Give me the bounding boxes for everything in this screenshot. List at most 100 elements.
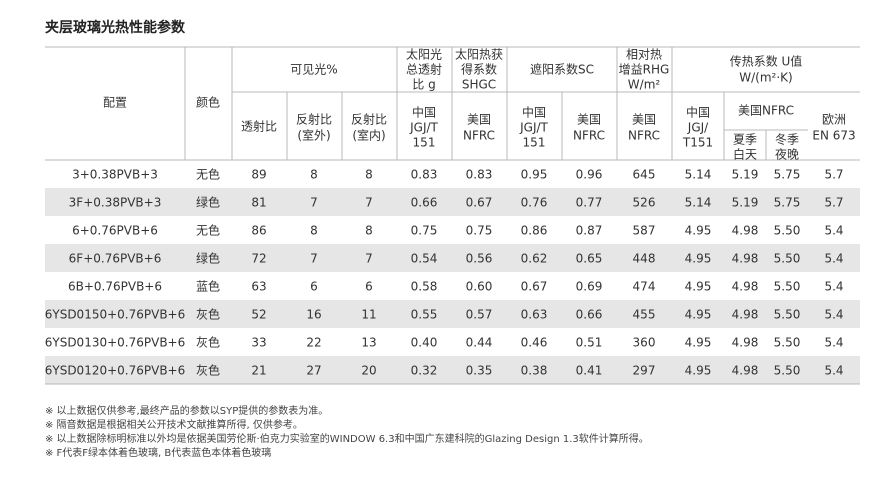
table-cell: 0.75 — [466, 224, 493, 238]
header-label: 反射比 — [296, 112, 332, 127]
table-cell: 0.60 — [466, 280, 493, 294]
table-cell: 4.98 — [732, 224, 759, 238]
table-cell: 0.83 — [466, 168, 493, 182]
table-cell: 4.98 — [732, 364, 759, 378]
table-cell: 455 — [633, 308, 656, 322]
table-cell: 5.4 — [824, 308, 843, 322]
table-cell: 0.56 — [466, 252, 493, 266]
table-cell: 6YSD0120+0.76PVB+6 — [45, 364, 186, 378]
table-cell: 4.98 — [732, 336, 759, 350]
table-cell: 474 — [633, 280, 656, 294]
header-label: 太阳热获 — [455, 47, 503, 62]
table-cell: 4.98 — [732, 308, 759, 322]
table-cell: 0.46 — [521, 336, 548, 350]
table-cell: 5.50 — [774, 364, 801, 378]
table-cell: 7 — [310, 252, 318, 266]
table-cell: 526 — [633, 196, 656, 210]
header-label: 美国 — [467, 113, 491, 127]
table-cell: 0.55 — [411, 308, 438, 322]
table-cell: 0.66 — [576, 308, 603, 322]
table-cell: 448 — [633, 252, 656, 266]
table-cell: 13 — [361, 336, 376, 350]
table-cell: 4.98 — [732, 252, 759, 266]
table-cell: 0.87 — [576, 224, 603, 238]
header-label: 美国 — [577, 113, 601, 127]
header-label: JGJ/T — [409, 121, 438, 135]
table-cell: 0.75 — [411, 224, 438, 238]
table-cell: 0.63 — [521, 308, 548, 322]
table-cell: 3F+0.38PVB+3 — [69, 196, 162, 210]
table-cell: 4.95 — [685, 280, 712, 294]
table-cell: 0.54 — [411, 252, 438, 266]
row-band — [45, 356, 860, 384]
header-label: EN 673 — [812, 129, 855, 143]
table-cell: 6F+0.76PVB+6 — [69, 252, 162, 266]
table-cell: 645 — [633, 168, 656, 182]
table-cell: 7 — [310, 196, 318, 210]
table-cell: 0.40 — [411, 336, 438, 350]
table-cell: 蓝色 — [196, 280, 220, 294]
row-band — [45, 188, 860, 216]
table-cell: 灰色 — [196, 364, 220, 378]
table-cell: 27 — [306, 364, 321, 378]
table-cell: 5.50 — [774, 336, 801, 350]
table-cell: 5.4 — [824, 252, 843, 266]
table-cell: 6+0.76PVB+6 — [72, 224, 158, 238]
row-band — [45, 300, 860, 328]
table-cell: 5.14 — [685, 168, 712, 182]
table-cell: 21 — [251, 364, 266, 378]
table-cell: 3+0.38PVB+3 — [72, 168, 158, 182]
table-cell: 22 — [306, 336, 321, 350]
table-cell: 0.67 — [466, 196, 493, 210]
table-cell: 0.76 — [521, 196, 548, 210]
header-label: 欧洲 — [822, 113, 846, 127]
table-cell: 灰色 — [196, 308, 220, 322]
table-cell: 4.95 — [685, 364, 712, 378]
header-label: W/(m²·K) — [739, 71, 792, 85]
header-label: 151 — [523, 136, 546, 150]
table-cell: 绿色 — [196, 195, 220, 210]
header-label: JGJ/T — [519, 121, 548, 135]
header-label: 151 — [413, 136, 436, 150]
header-label: 传热系数 U值 — [730, 54, 803, 69]
table-cell: 7 — [365, 252, 373, 266]
table-cell: 0.38 — [521, 364, 548, 378]
table-cell: 52 — [251, 308, 266, 322]
header-label: 中国 — [522, 105, 546, 120]
table-cell: 5.4 — [824, 364, 843, 378]
header-label: 夏季 — [733, 133, 757, 147]
table-cell: 0.62 — [521, 252, 548, 266]
table-cell: 587 — [633, 224, 656, 238]
table-cell: 无色 — [196, 224, 220, 238]
table-cell: 6YSD0150+0.76PVB+6 — [45, 308, 186, 322]
title: 夹层玻璃光热性能参数 — [45, 19, 186, 36]
table-cell: 8 — [365, 168, 373, 182]
table-cell: 0.96 — [576, 168, 603, 182]
table-cell: 5.19 — [732, 196, 759, 210]
header-label: 夜晚 — [775, 147, 799, 162]
table-cell: 5.19 — [732, 168, 759, 182]
header-label: (室内) — [352, 128, 385, 143]
header-label: SHGC — [462, 78, 496, 92]
table-cell: 89 — [251, 168, 266, 182]
header-label: T151 — [682, 136, 713, 150]
table-cell: 5.75 — [774, 196, 801, 210]
table-cell: 0.32 — [411, 364, 438, 378]
header-label: JGJ/ — [687, 121, 709, 135]
table-cell: 5.14 — [685, 196, 712, 210]
header-label: 配置 — [103, 96, 127, 110]
table-cell: 360 — [633, 336, 656, 350]
table-cell: 5.75 — [774, 168, 801, 182]
table-cell: 4.98 — [732, 280, 759, 294]
table-cell: 0.65 — [576, 252, 603, 266]
table-cell: 无色 — [196, 168, 220, 182]
table-cell: 0.35 — [466, 364, 493, 378]
header-label: 太阳光 — [406, 47, 442, 62]
header-label: 冬季 — [775, 132, 799, 147]
table-cell: 6YSD0130+0.76PVB+6 — [45, 336, 186, 350]
table-cell: 81 — [251, 196, 266, 210]
table-cell: 0.86 — [521, 224, 548, 238]
table-cell: 5.7 — [824, 196, 843, 210]
table-cell: 4.95 — [685, 224, 712, 238]
table-cell: 0.57 — [466, 308, 493, 322]
